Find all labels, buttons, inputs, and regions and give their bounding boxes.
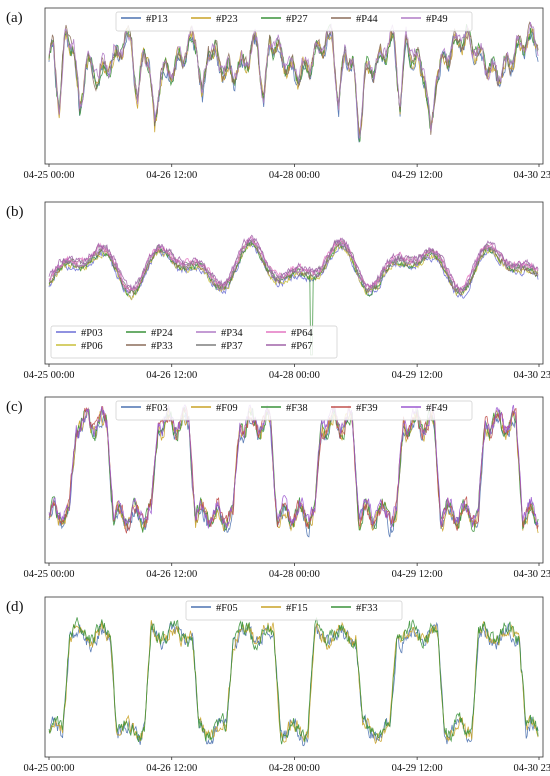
- panel-label: (a): [6, 10, 23, 26]
- series-line-p64: [48, 235, 539, 293]
- legend-box: [50, 325, 338, 359]
- x-tick-label: 04-29 12:00: [392, 763, 443, 774]
- x-tick-label: 04-28 00:00: [269, 170, 320, 181]
- x-tick-label: 04-30 23:45: [513, 763, 550, 774]
- series-line-p67: [48, 234, 539, 292]
- x-tick-label: 04-25 00:00: [23, 370, 74, 381]
- x-tick-label: 04-30 23:45: [513, 569, 550, 580]
- panel-b: (b) 04-25 00:00 04-26 12:00 04-28 00:00 04-2…: [6, 201, 550, 381]
- legend-box: [115, 400, 473, 421]
- series-line-p49: [48, 22, 539, 140]
- legend-label: #F39: [356, 403, 378, 414]
- plot-frame: [44, 7, 544, 165]
- series-line-f39: [48, 405, 539, 534]
- legend-label: #F33: [356, 603, 378, 614]
- panel-c: (c) 04-25 00:00 04-26 12:00 04-28 00:00 04-2…: [6, 396, 550, 580]
- panel-a: (a) 04-25 00:00 04-26 12:00 04-28 00:00 04-2…: [6, 7, 550, 181]
- legend: #P03 #P06 #P24 #P33 #P34 #P37 #P64 #P67: [50, 325, 338, 359]
- legend-label: #P33: [151, 341, 173, 352]
- legend-box: [115, 11, 473, 32]
- series-line-p06: [48, 242, 539, 301]
- series-line-p44: [48, 21, 539, 135]
- legend-label: #P24: [151, 328, 173, 339]
- legend-label: #P13: [146, 14, 168, 25]
- x-tick-label: 04-28 00:00: [269, 370, 320, 381]
- legend-label: #F49: [426, 403, 448, 414]
- plot-frame: [44, 201, 544, 365]
- x-tick-label: 04-25 00:00: [23, 763, 74, 774]
- panel-label: (d): [6, 599, 24, 615]
- legend-label: #F05: [216, 603, 238, 614]
- x-tick-label: 04-26 12:00: [146, 370, 197, 381]
- legend-label: #P34: [221, 328, 243, 339]
- legend-label: #P64: [291, 328, 313, 339]
- plot-frame: [44, 596, 544, 758]
- legend-label: #P49: [426, 14, 448, 25]
- legend: #P13 #P23 #P27 #P44 #P49: [115, 11, 473, 32]
- plot-frame: [44, 396, 544, 564]
- x-tick-label: 04-30 23:45: [513, 170, 550, 181]
- legend-label: #P37: [221, 341, 243, 352]
- x-tick-label: 04-25 00:00: [23, 569, 74, 580]
- legend-label: #P67: [291, 341, 313, 352]
- x-tick-label: 04-29 12:00: [392, 170, 443, 181]
- legend-label: #P23: [216, 14, 238, 25]
- x-tick-label: 04-28 00:00: [269, 763, 320, 774]
- legend-label: #F15: [286, 603, 308, 614]
- series-line-f33: [48, 617, 539, 745]
- x-tick-label: 04-29 12:00: [392, 569, 443, 580]
- legend-label: #F38: [286, 403, 308, 414]
- panel-label: (c): [6, 399, 23, 415]
- x-tick-label: 04-26 12:00: [146, 763, 197, 774]
- legend-label: #P27: [286, 14, 308, 25]
- panel-label: (b): [6, 204, 24, 220]
- x-tick-label: 04-30 23:45: [513, 370, 550, 381]
- x-tick-label: 04-26 12:00: [146, 569, 197, 580]
- legend-box: [185, 600, 403, 621]
- series-line-f38: [48, 406, 539, 533]
- x-tick-label: 04-26 12:00: [146, 170, 197, 181]
- legend-label: #P03: [81, 328, 103, 339]
- series-line-f15: [48, 620, 539, 745]
- panel-d: (d) 04-25 00:00 04-26 12:00 04-28 00:00 04-2…: [6, 596, 550, 774]
- legend-label: #P06: [81, 341, 103, 352]
- x-tick-label: 04-29 12:00: [392, 370, 443, 381]
- legend-label: #P44: [356, 14, 378, 25]
- x-tick-label: 04-25 00:00: [23, 170, 74, 181]
- legend-label: #F09: [216, 403, 238, 414]
- legend-label: #F03: [146, 403, 168, 414]
- x-tick-label: 04-28 00:00: [269, 569, 320, 580]
- series-line-p23: [48, 27, 539, 139]
- series-line-f49: [48, 404, 539, 529]
- legend: #F05 #F15 #F33: [185, 600, 403, 621]
- legend: #F03 #F09 #F38 #F39 #F49: [115, 400, 473, 421]
